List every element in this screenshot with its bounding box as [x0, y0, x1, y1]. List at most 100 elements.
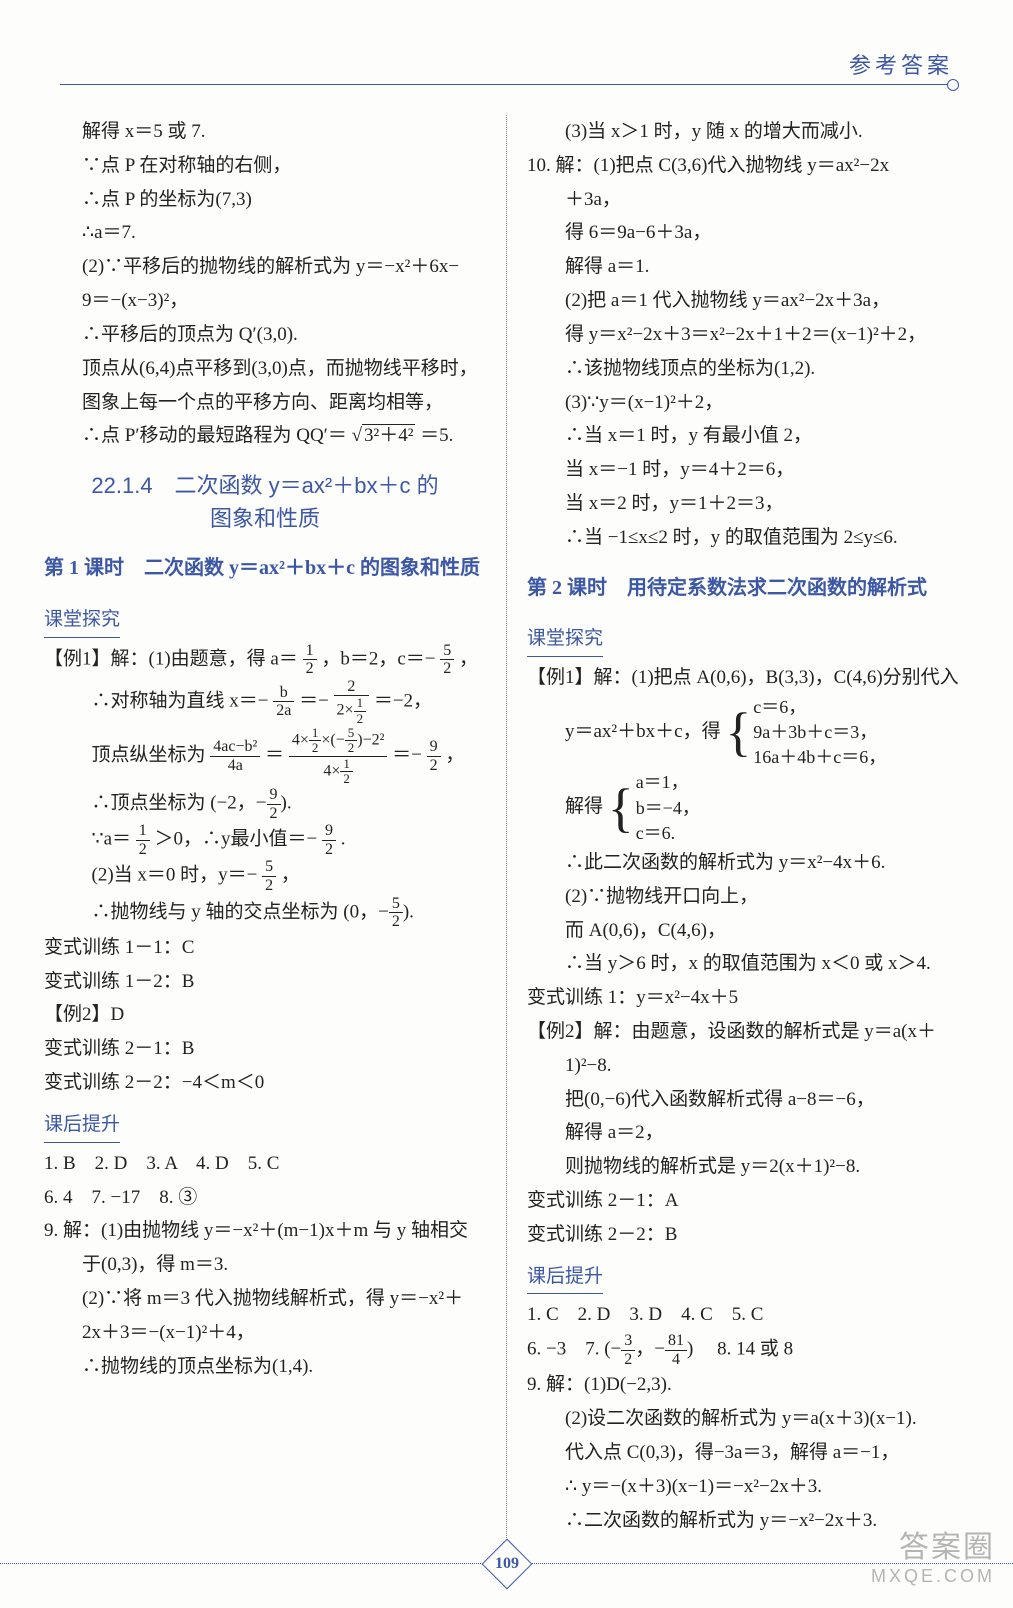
- text: ∴平移后的顶点为 Q′(3,0).: [44, 318, 486, 352]
- text: (3)∵y＝(x−1)²＋2，: [527, 386, 969, 420]
- text: ∴抛物线与 y 轴的交点坐标为: [92, 901, 339, 922]
- watermark-line: 答案圈: [871, 1530, 995, 1566]
- text: ∴a＝7.: [44, 216, 486, 250]
- sub-label: 课堂探究: [527, 622, 603, 657]
- vertex-coord: ∴顶点坐标为 (−2，−92).: [44, 786, 486, 822]
- text: 得 6＝9a−6＋3a，: [527, 216, 969, 250]
- sub-label: 课堂探究: [44, 603, 120, 638]
- y-intercept: ∴抛物线与 y 轴的交点坐标为 (0，−52).: [44, 895, 486, 931]
- title-line: 22.1.4 二次函数 y＝ax²＋bx＋c 的: [44, 469, 486, 502]
- lesson-title: 第 2 课时 用待定系数法求二次函数的解析式: [527, 571, 969, 607]
- mc-answers: 1. C 2. D 3. D 4. C 5. C: [527, 1298, 969, 1332]
- fraction: 92: [267, 786, 281, 822]
- eq: 9a＋3b＋c＝3，: [753, 720, 886, 745]
- lesson-title: 第 1 课时 二次函数 y＝ax²＋bx＋c 的图象和性质: [44, 551, 486, 587]
- fraction: 52: [389, 895, 403, 931]
- fraction: 2 2×12: [334, 678, 370, 726]
- fraction: 814: [665, 1332, 687, 1368]
- eq: 16a＋4b＋c＝6，: [753, 745, 886, 770]
- text: 解得: [565, 796, 603, 817]
- text: 图象上每一个点的平移方向、距离均相等，: [44, 386, 486, 420]
- brace-system: { a＝1， b＝−4， c＝6.: [608, 770, 700, 846]
- text: 6. −3 7.: [527, 1339, 599, 1360]
- variant: 变式训练 1－1：C: [44, 931, 486, 965]
- text: ∴当 y＞6 时，x 的取值范围为 x＜0 或 x＞4.: [527, 947, 969, 981]
- text: 顶点从(6,4)点平移到(3,0)点，而抛物线平移时，: [44, 352, 486, 386]
- text: ∴对称轴为直线 x＝−: [92, 690, 269, 711]
- text: 当 x＝2 时，y＝1＋2＝3，: [527, 487, 969, 521]
- text: (2)∵将 m＝3 代入抛物线解析式，得 y＝−x²＋: [44, 1282, 486, 1316]
- text: ∴当 −1≤x≤2 时，y 的取值范围为 2≤y≤6.: [527, 521, 969, 555]
- text: 9. 解：(1)由抛物线 y＝−x²＋(m−1)x＋m 与 y 轴相交: [44, 1214, 486, 1248]
- text: 当 x＝−1 时，y＝4＋2＝6，: [527, 453, 969, 487]
- eq: a＝1，: [636, 770, 700, 795]
- text: 解得 x＝5 或 7.: [44, 115, 486, 149]
- sqrt: 3²＋4²: [362, 424, 415, 446]
- text: ＝−: [392, 744, 422, 765]
- text: 8. 14 或 8: [698, 1339, 793, 1360]
- example-2: 【例2】解：由题意，设函数的解析式是 y＝a(x＋: [527, 1015, 969, 1049]
- mc-answers: 1. B 2. D 3. A 4. D 5. C: [44, 1147, 486, 1181]
- left-column: 解得 x＝5 或 7. ∵点 P 在对称轴的右侧， ∴点 P 的坐标为(7,3)…: [44, 115, 506, 1538]
- text: 10. 解：(1)把点 C(3,6)代入抛物线 y＝ax²−2x: [527, 149, 969, 183]
- text: (3)当 x＞1 时，y 随 x 的增大而减小.: [527, 115, 969, 149]
- fraction: 4×12×(−52)−2² 4×12: [289, 726, 388, 786]
- page-number-diamond: 109: [481, 1538, 532, 1589]
- variant: 变式训练 1：y＝x²−4x＋5: [527, 981, 969, 1015]
- sub-label: 课后提升: [527, 1260, 603, 1295]
- text: (2)∵抛物线开口向上，: [527, 880, 969, 914]
- text: .: [341, 829, 346, 850]
- watermark-line: MXQE.COM: [871, 1566, 995, 1588]
- text: 而 A(0,6)，C(4,6)，: [527, 914, 969, 948]
- text: 解得 a＝1.: [527, 250, 969, 284]
- text: ∵a＝: [92, 829, 132, 850]
- symmetry-line: ∴对称轴为直线 x＝− b2a ＝− 2 2×12 ＝−2，: [44, 678, 486, 726]
- eq: c＝6.: [636, 821, 700, 846]
- example-1: 【例1】解：(1)把点 A(0,6)，B(3,3)，C(4,6)分别代入: [527, 661, 969, 695]
- text: 【例1】解：(1)由题意，得 a＝: [44, 648, 298, 669]
- fraction: 32: [621, 1332, 635, 1368]
- text: (2)当 x＝0 时，y＝−: [92, 865, 258, 886]
- right-column: (3)当 x＞1 时，y 随 x 的增大而减小. 10. 解：(1)把点 C(3…: [506, 115, 969, 1538]
- header-title: 参考答案: [849, 53, 953, 78]
- eq: c＝6，: [753, 695, 886, 720]
- text: ∴该抛物线顶点的坐标为(1,2).: [527, 352, 969, 386]
- page-number: 109: [495, 1555, 519, 1573]
- example-1: 【例1】解：(1)由题意，得 a＝ 12 ，b＝2，c＝− 52 ，: [44, 642, 486, 678]
- page-footer: 109: [0, 1546, 1013, 1582]
- system-sol: 解得 { a＝1， b＝−4， c＝6.: [527, 770, 969, 846]
- sub-label: 课后提升: [44, 1108, 120, 1143]
- fraction: 12: [303, 642, 317, 678]
- text: ＝−2，: [374, 690, 432, 711]
- text: ∴抛物线的顶点坐标为(1,4).: [44, 1350, 486, 1384]
- text: 得 y＝x²−2x＋3＝x²−2x＋1＋2＝(x−1)²＋2，: [527, 318, 969, 352]
- text: y＝ax²＋bx＋c，得: [565, 721, 721, 742]
- text: ∴点 P 的坐标为(7,3): [44, 183, 486, 217]
- mc-answers: 6. −3 7. (−32，−814) 8. 14 或 8: [527, 1332, 969, 1368]
- text: 解得 a＝2，: [527, 1116, 969, 1150]
- text: 代入点 C(0,3)，得−3a＝3，解得 a＝−1，: [527, 1436, 969, 1470]
- example-2: 【例2】D: [44, 998, 486, 1032]
- text: ，: [445, 744, 464, 765]
- variant: 变式训练 2－1：B: [44, 1032, 486, 1066]
- a-min: ∵a＝ 12 ＞0，∴y最小值＝− 92 .: [44, 822, 486, 858]
- variant: 变式训练 2－1：A: [527, 1184, 969, 1218]
- text: ，b＝2，c＝−: [321, 648, 435, 669]
- page-header: 参考答案: [60, 48, 953, 85]
- text: (2)∵平移后的抛物线的解析式为 y＝−x²＋6x−: [44, 250, 486, 284]
- title-line: 图象和性质: [44, 502, 486, 535]
- text: ＝−: [299, 690, 329, 711]
- brace-system: { c＝6， 9a＋3b＋c＝3， 16a＋4b＋c＝6，: [725, 695, 886, 771]
- fraction: 92: [322, 822, 336, 858]
- fraction: 52: [262, 858, 276, 894]
- text: ∴点 P′移动的最短路程为 QQ′＝ √3²＋4² ＝5.: [44, 419, 486, 453]
- variant: 变式训练 1－2：B: [44, 965, 486, 999]
- text: 9＝−(x−3)²，: [44, 284, 486, 318]
- text: ∴点 P′移动的最短路程为 QQ′＝: [82, 425, 347, 446]
- variant: 变式训练 2－2：B: [527, 1218, 969, 1252]
- text: ∴此二次函数的解析式为 y＝x²−4x＋6.: [527, 846, 969, 880]
- mc-answers: 6. 4 7. −17 8. ③: [44, 1181, 486, 1215]
- text: ＋3a，: [527, 183, 969, 217]
- text: (2)把 a＝1 代入抛物线 y＝ax²−2x＋3a，: [527, 284, 969, 318]
- text: (2)设二次函数的解析式为 y＝a(x＋3)(x−1).: [527, 1402, 969, 1436]
